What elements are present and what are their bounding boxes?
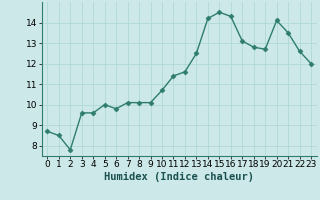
X-axis label: Humidex (Indice chaleur): Humidex (Indice chaleur) <box>104 172 254 182</box>
